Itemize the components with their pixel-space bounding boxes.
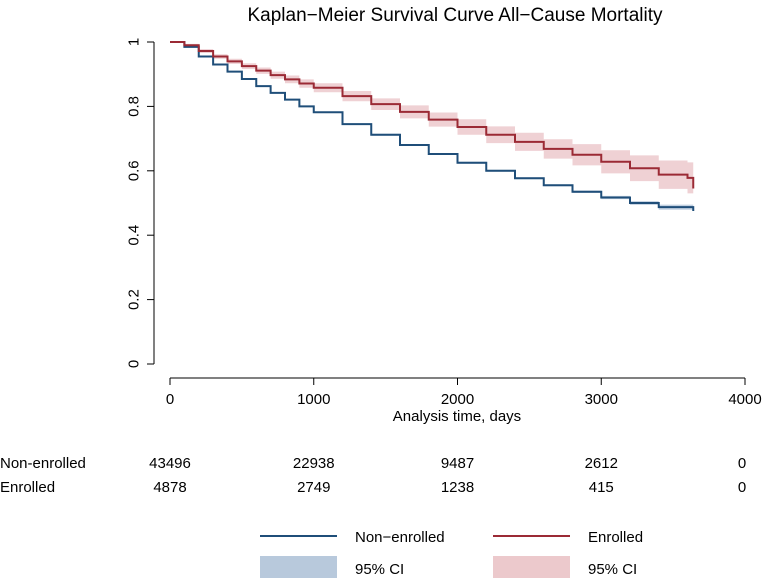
x-axis-label: Analysis time, days <box>393 408 521 425</box>
chart-title: Kaplan−Meier Survival Curve All−Cause Mo… <box>247 5 663 26</box>
risk-value: 43496 <box>149 455 191 472</box>
legend-ci-label: 95% CI <box>355 561 404 578</box>
legend-swatch-ci <box>493 556 570 578</box>
risk-value: 22938 <box>293 455 335 472</box>
series-line-1 <box>170 41 695 189</box>
series-line-0 <box>170 41 695 212</box>
legend-swatch-ci <box>260 556 337 578</box>
y-axis-ticks: 0 0.2 0.4 0.6 0.8 1 <box>126 38 154 368</box>
y-tick-label: 0.2 <box>126 289 143 310</box>
risk-value: 415 <box>589 479 614 496</box>
legend: Non−enrolled 95% CI Enrolled 95% CI <box>260 529 643 578</box>
x-tick-label: 2000 <box>441 391 474 408</box>
x-tick-label: 1000 <box>297 391 330 408</box>
risk-table: Non-enrolled 43496 22938 9487 2612 0 Enrolled 4… <box>0 455 746 496</box>
x-axis-ticks: 0 1000 2000 3000 4000 <box>166 378 762 408</box>
risk-value: 1238 <box>441 479 474 496</box>
y-tick-label: 0.8 <box>126 96 143 117</box>
legend-ci-label: 95% CI <box>588 561 637 578</box>
risk-row-label: Non-enrolled <box>0 455 86 472</box>
y-tick-label: 0 <box>126 360 143 368</box>
legend-label: Enrolled <box>588 529 643 546</box>
x-tick-label: 0 <box>166 391 174 408</box>
risk-value: 0 <box>738 479 746 496</box>
risk-value: 2749 <box>297 479 330 496</box>
x-tick-label: 3000 <box>585 391 618 408</box>
legend-label: Non−enrolled <box>355 529 445 546</box>
risk-value: 2612 <box>585 455 618 472</box>
risk-row-label: Enrolled <box>0 479 55 496</box>
plot-area <box>170 41 695 215</box>
x-tick-label: 4000 <box>728 391 761 408</box>
y-tick-label: 1 <box>126 38 143 46</box>
risk-value: 4878 <box>153 479 186 496</box>
y-tick-label: 0.4 <box>126 225 143 246</box>
risk-value: 0 <box>738 455 746 472</box>
y-tick-label: 0.6 <box>126 160 143 181</box>
risk-value: 9487 <box>441 455 474 472</box>
